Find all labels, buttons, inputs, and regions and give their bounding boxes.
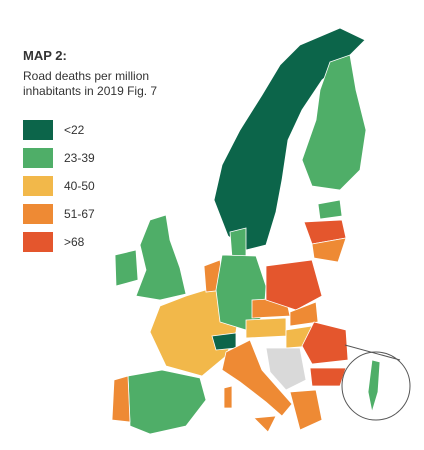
legend-swatch xyxy=(23,120,53,140)
finland xyxy=(301,54,367,191)
legend-label: >68 xyxy=(64,235,85,249)
poland xyxy=(265,259,323,311)
inset xyxy=(341,344,411,421)
legend-label: 23-39 xyxy=(64,151,95,165)
legend-swatch xyxy=(23,232,53,252)
bulgaria xyxy=(309,367,347,387)
legend-label: 51-67 xyxy=(64,207,95,221)
legend-label: <22 xyxy=(64,123,85,137)
map-title: MAP 2: xyxy=(23,48,67,63)
countries xyxy=(111,27,367,435)
uk xyxy=(135,214,187,301)
lithuania xyxy=(311,237,347,263)
sicily xyxy=(253,415,277,433)
spain xyxy=(127,369,207,435)
legend-swatch xyxy=(23,148,53,168)
estonia xyxy=(317,199,343,220)
greece xyxy=(289,389,323,431)
inset-pointer xyxy=(344,344,401,361)
legend-swatch xyxy=(23,176,53,196)
ireland xyxy=(114,249,139,287)
balkans xyxy=(265,347,307,391)
denmark xyxy=(229,227,247,259)
subtitle: inhabitants in 2019 Fig. 7 xyxy=(23,84,157,98)
slovakia xyxy=(289,301,319,327)
subtitle: Road deaths per million xyxy=(23,69,149,83)
legend-label: 40-50 xyxy=(64,179,95,193)
portugal xyxy=(111,375,131,423)
italy xyxy=(221,339,293,417)
legend: <22 23-39 40-50 51-67 >68 xyxy=(23,120,95,252)
legend-swatch xyxy=(23,204,53,224)
germany xyxy=(215,254,267,331)
switzerland xyxy=(211,332,237,351)
romania xyxy=(301,321,349,365)
austria xyxy=(245,317,287,339)
sardinia xyxy=(223,385,233,409)
israel xyxy=(367,359,381,413)
